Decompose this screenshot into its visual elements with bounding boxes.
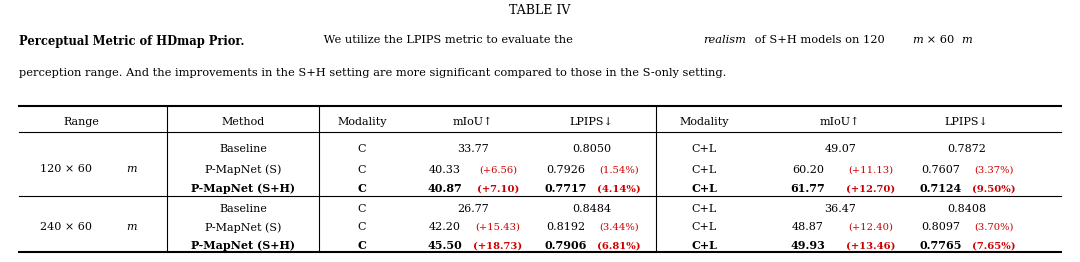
Text: C+L: C+L (691, 204, 717, 214)
Text: C: C (357, 204, 366, 214)
Text: 48.87: 48.87 (792, 222, 824, 232)
Text: m: m (126, 164, 137, 174)
Text: 0.7607: 0.7607 (921, 165, 960, 175)
Text: 26.77: 26.77 (457, 204, 489, 214)
Text: C: C (357, 183, 366, 194)
Text: m: m (126, 222, 137, 232)
Text: × 60: × 60 (923, 35, 955, 45)
Text: C: C (357, 165, 366, 175)
Text: (1.54%): (1.54%) (599, 165, 638, 174)
Text: (3.44%): (3.44%) (599, 223, 638, 232)
Text: P-MapNet (S+H): P-MapNet (S+H) (191, 240, 295, 251)
Text: (9.50%): (9.50%) (972, 184, 1015, 193)
Text: We utilize the LPIPS metric to evaluate the: We utilize the LPIPS metric to evaluate … (320, 35, 577, 45)
Text: 120 × 60: 120 × 60 (40, 164, 96, 174)
Text: of S+H models on 120: of S+H models on 120 (751, 35, 885, 45)
Text: (+12.70): (+12.70) (846, 184, 895, 193)
Text: 0.7765: 0.7765 (919, 240, 962, 251)
Text: (+15.43): (+15.43) (475, 223, 521, 232)
Text: 60.20: 60.20 (792, 165, 824, 175)
Text: (+12.40): (+12.40) (848, 223, 893, 232)
Text: 49.93: 49.93 (791, 240, 825, 251)
Text: 0.8484: 0.8484 (572, 204, 611, 214)
Text: (+18.73): (+18.73) (473, 241, 523, 250)
Text: Modality: Modality (679, 117, 729, 127)
Text: 0.8192: 0.8192 (546, 222, 585, 232)
Text: (3.70%): (3.70%) (974, 223, 1013, 232)
Text: C+L: C+L (691, 240, 717, 251)
Text: Baseline: Baseline (219, 204, 267, 214)
Text: Baseline: Baseline (219, 144, 267, 154)
Text: P-MapNet (S): P-MapNet (S) (205, 222, 281, 233)
Text: 49.07: 49.07 (824, 144, 856, 154)
Text: (3.37%): (3.37%) (974, 165, 1013, 174)
Text: realism: realism (703, 35, 746, 45)
Text: C+L: C+L (691, 222, 717, 232)
Text: perception range. And the improvements in the S+H setting are more significant c: perception range. And the improvements i… (19, 68, 727, 78)
Text: P-MapNet (S): P-MapNet (S) (205, 165, 281, 175)
Text: C+L: C+L (691, 183, 717, 194)
Text: C: C (357, 222, 366, 232)
Text: 0.8097: 0.8097 (921, 222, 960, 232)
Text: (+11.13): (+11.13) (848, 165, 893, 174)
Text: mIoU↑: mIoU↑ (820, 117, 861, 127)
Text: (+6.56): (+6.56) (478, 165, 517, 174)
Text: P-MapNet (S+H): P-MapNet (S+H) (191, 183, 295, 194)
Text: 36.47: 36.47 (824, 204, 856, 214)
Text: 240 × 60: 240 × 60 (40, 222, 96, 232)
Text: 45.50: 45.50 (428, 240, 462, 251)
Text: 40.33: 40.33 (429, 165, 461, 175)
Text: (+13.46): (+13.46) (846, 241, 895, 250)
Text: LPIPS↓: LPIPS↓ (945, 117, 988, 127)
Text: 40.87: 40.87 (428, 183, 462, 194)
Text: Method: Method (221, 117, 265, 127)
Text: mIoU↑: mIoU↑ (453, 117, 494, 127)
Text: Range: Range (63, 117, 99, 127)
Text: 61.77: 61.77 (791, 183, 825, 194)
Text: C: C (357, 144, 366, 154)
Text: Perceptual Metric of HDmap Prior.: Perceptual Metric of HDmap Prior. (19, 35, 245, 48)
Text: 0.7872: 0.7872 (947, 144, 986, 154)
Text: C: C (357, 240, 366, 251)
Text: 0.7717: 0.7717 (544, 183, 588, 194)
Text: C+L: C+L (691, 144, 717, 154)
Text: (7.65%): (7.65%) (972, 241, 1015, 250)
Text: C+L: C+L (691, 165, 717, 175)
Text: 0.7926: 0.7926 (546, 165, 585, 175)
Text: (6.81%): (6.81%) (597, 241, 640, 250)
Text: (4.14%): (4.14%) (597, 184, 640, 193)
Text: 42.20: 42.20 (429, 222, 461, 232)
Text: Modality: Modality (337, 117, 387, 127)
Text: 33.77: 33.77 (457, 144, 489, 154)
Text: 0.7124: 0.7124 (919, 183, 962, 194)
Text: 0.8050: 0.8050 (572, 144, 611, 154)
Text: 0.8408: 0.8408 (947, 204, 986, 214)
Text: LPIPS↓: LPIPS↓ (570, 117, 613, 127)
Text: m: m (961, 35, 972, 45)
Text: TABLE IV: TABLE IV (510, 4, 570, 17)
Text: 0.7906: 0.7906 (544, 240, 588, 251)
Text: (+7.10): (+7.10) (476, 184, 519, 193)
Text: m: m (913, 35, 923, 45)
